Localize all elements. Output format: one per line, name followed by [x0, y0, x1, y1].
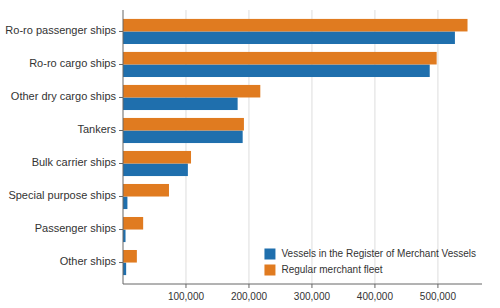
chart: Other ships Passenger ships Special purpos…: [0, 0, 500, 308]
legend-swatch: [264, 249, 275, 260]
grid-line: [374, 10, 375, 284]
y-axis-line: [123, 10, 124, 284]
legend-label: Vessels in the Register of Merchant Vess…: [281, 248, 476, 259]
grid-line: [248, 10, 249, 284]
bar: [123, 217, 143, 230]
category-label: Ro-ro cargo ships: [29, 57, 116, 69]
bar: [123, 130, 243, 143]
x-tick-label: 500,000: [420, 291, 457, 302]
y-tick: [119, 163, 123, 164]
x-tick: [311, 284, 312, 288]
grid-line: [311, 10, 312, 284]
bar: [123, 151, 191, 164]
bar: [123, 52, 437, 65]
bars: [123, 19, 468, 275]
bar: [123, 85, 260, 98]
y-tick: [119, 97, 123, 98]
grid: [186, 10, 438, 284]
category-label: Other ships: [60, 255, 117, 267]
x-tick-label: 200,000: [231, 291, 268, 302]
x-tick: [248, 284, 249, 288]
grid-line: [185, 10, 186, 284]
bar: [123, 197, 127, 210]
bar: [123, 31, 455, 44]
category-label: Ro-ro passenger ships: [5, 24, 116, 36]
category-label: Other dry cargo ships: [11, 90, 117, 102]
y-tick: [119, 262, 123, 263]
x-tick-label: 400,000: [357, 291, 394, 302]
category-label: Passenger ships: [35, 222, 117, 234]
bar: [123, 184, 169, 197]
legend-label: Regular merchant fleet: [281, 264, 382, 275]
category-label: Tankers: [77, 123, 116, 135]
x-tick: [437, 284, 438, 288]
category-label: Special purpose ships: [8, 189, 116, 201]
category-label: Bulk carrier ships: [32, 156, 117, 168]
x-tick-label: 100,000: [168, 291, 205, 302]
bar: [123, 250, 137, 263]
bar: [123, 164, 188, 177]
x-tick: [185, 284, 186, 288]
bar: [123, 118, 244, 131]
y-tick: [119, 31, 123, 32]
bar: [123, 64, 430, 77]
legend-swatch: [264, 265, 275, 276]
bar: [123, 19, 468, 32]
y-tick: [119, 196, 123, 197]
grid-line: [437, 10, 438, 284]
legend: Vessels in the Register of Merchant Vess…: [264, 248, 476, 276]
y-tick: [119, 130, 123, 131]
y-tick: [119, 229, 123, 230]
bar: [123, 97, 238, 110]
y-tick: [119, 64, 123, 65]
x-tick-label: 300,000: [294, 291, 331, 302]
x-axis-line: [123, 284, 482, 285]
x-tick: [374, 284, 375, 288]
